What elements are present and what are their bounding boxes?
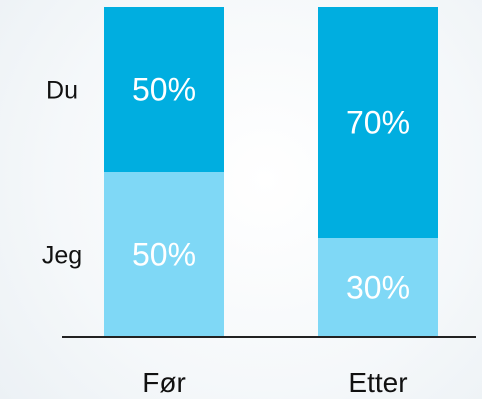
x-tick-label-0: Før bbox=[142, 367, 186, 398]
segment-labels: 50% 50% 30% 70% bbox=[132, 72, 410, 306]
data-label-du-1: 70% bbox=[346, 105, 410, 141]
data-label-jeg-1: 30% bbox=[346, 270, 410, 306]
bar-du-0 bbox=[104, 7, 224, 172]
data-label-jeg-0: 50% bbox=[132, 237, 196, 273]
legend-label-jeg: Jeg bbox=[42, 242, 82, 270]
data-label-du-0: 50% bbox=[132, 72, 196, 108]
x-tick-labels: Før Etter bbox=[142, 367, 407, 398]
bar-jeg-1 bbox=[318, 238, 438, 337]
legend: Jeg Du bbox=[42, 77, 82, 270]
bar-jeg-0 bbox=[104, 172, 224, 337]
bars bbox=[104, 7, 438, 337]
legend-label-du: Du bbox=[46, 77, 78, 105]
x-tick-label-1: Etter bbox=[348, 367, 407, 398]
bar-du-1 bbox=[318, 7, 438, 238]
